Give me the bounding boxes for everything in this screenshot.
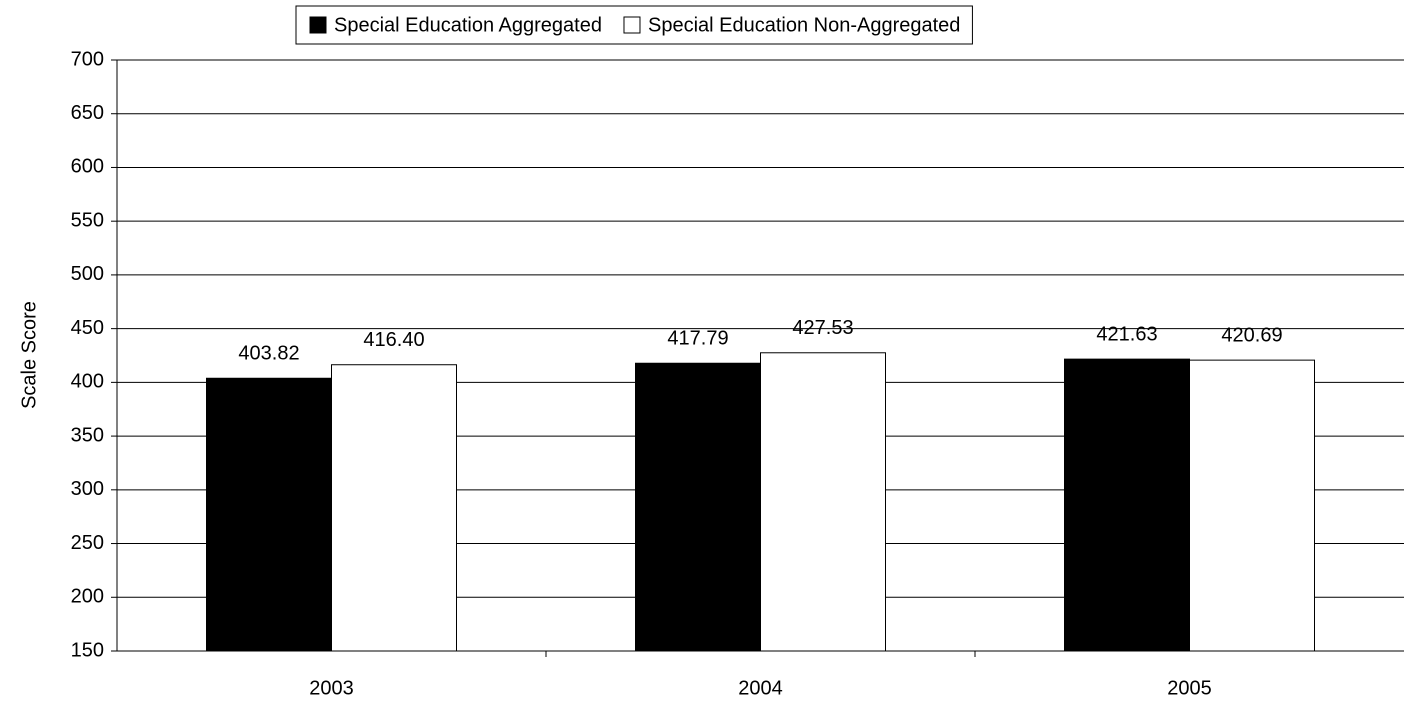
y-tick-label: 550 [71, 209, 104, 231]
y-tick-label: 450 [71, 317, 104, 339]
bar [331, 364, 457, 652]
y-tick-label: 700 [71, 48, 104, 70]
y-tick-label: 300 [71, 478, 104, 500]
x-tick-label: 2005 [1167, 677, 1212, 699]
y-tick-label: 150 [71, 639, 104, 661]
y-tick-label: 200 [71, 586, 104, 608]
y-axis-label: Scale Score [18, 301, 40, 409]
y-tick-label: 600 [71, 156, 104, 178]
value-label: 403.82 [238, 343, 299, 365]
bar [206, 377, 332, 652]
value-label: 427.53 [792, 317, 853, 339]
legend-label: Special Education Non-Aggregated [648, 14, 960, 36]
value-label: 420.69 [1221, 324, 1282, 346]
value-label: 421.63 [1096, 323, 1157, 345]
x-tick-label: 2003 [309, 677, 354, 699]
y-tick-label: 350 [71, 424, 104, 446]
legend-label: Special Education Aggregated [334, 14, 602, 36]
y-tick-label: 250 [71, 532, 104, 554]
y-tick-label: 650 [71, 102, 104, 124]
value-label: 417.79 [667, 328, 728, 350]
bar [1064, 358, 1190, 652]
bar [1189, 359, 1315, 652]
y-tick-label: 400 [71, 371, 104, 393]
bar [760, 352, 886, 652]
legend-marker [309, 16, 327, 34]
bar [635, 362, 761, 652]
legend-marker [623, 16, 641, 34]
y-tick-label: 500 [71, 263, 104, 285]
x-tick-label: 2004 [738, 677, 783, 699]
value-label: 416.40 [363, 329, 424, 351]
